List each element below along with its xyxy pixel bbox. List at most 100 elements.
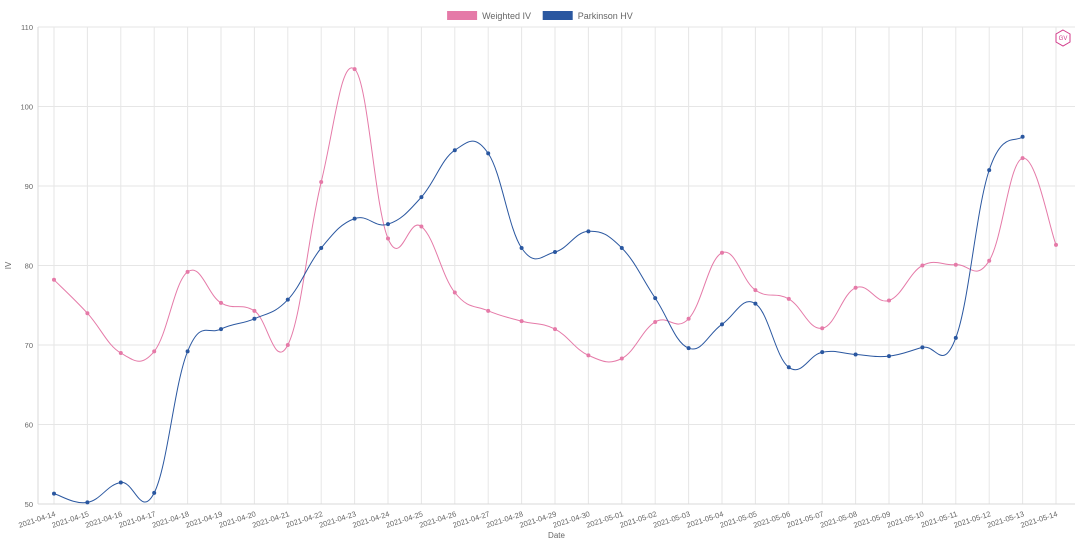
data-point[interactable] <box>987 168 992 173</box>
x-tick-label: 2021-05-06 <box>752 509 791 529</box>
x-tick-label: 2021-04-23 <box>318 509 357 529</box>
series-line-parkinson-hv <box>53 136 1023 504</box>
x-tick-label: 2021-04-27 <box>452 509 491 529</box>
data-point[interactable] <box>452 290 457 295</box>
x-tick-label: 2021-05-09 <box>852 509 891 529</box>
x-tick-label: 2021-04-21 <box>251 509 290 529</box>
data-point[interactable] <box>285 297 290 302</box>
data-point[interactable] <box>185 349 190 354</box>
x-tick-label: 2021-04-19 <box>184 509 223 529</box>
data-point[interactable] <box>252 308 257 313</box>
data-point[interactable] <box>185 269 190 274</box>
x-tick-label: 2021-04-28 <box>485 509 524 529</box>
data-point[interactable] <box>118 480 123 485</box>
data-point[interactable] <box>820 350 825 355</box>
data-point[interactable] <box>619 246 624 251</box>
legend-swatch <box>447 11 478 20</box>
data-point[interactable] <box>786 296 791 301</box>
data-point[interactable] <box>352 67 357 72</box>
data-point[interactable] <box>887 298 891 303</box>
data-point[interactable] <box>853 285 858 290</box>
x-tick-label: 2021-04-26 <box>418 509 457 529</box>
data-point[interactable] <box>720 322 724 327</box>
logo: GV <box>1055 29 1071 47</box>
data-point[interactable] <box>920 263 925 268</box>
data-point[interactable] <box>152 490 157 495</box>
legend-swatch <box>542 11 573 20</box>
legend[interactable]: Weighted IV Parkinson HV <box>447 11 633 21</box>
x-tick-label: 2021-04-20 <box>218 509 257 529</box>
x-tick-label: 2021-04-25 <box>385 509 424 529</box>
data-point[interactable] <box>386 236 390 241</box>
data-point[interactable] <box>52 277 56 282</box>
x-tick-label: 2021-04-14 <box>17 509 56 529</box>
data-point[interactable] <box>486 308 491 313</box>
x-tick-label: 2021-04-22 <box>285 509 324 529</box>
data-point[interactable] <box>519 319 524 324</box>
data-point[interactable] <box>519 246 524 251</box>
data-point[interactable] <box>753 288 758 293</box>
data-point[interactable] <box>1020 156 1025 161</box>
y-tick-label: 50 <box>25 500 33 509</box>
y-tick-label: 60 <box>25 421 33 430</box>
data-point[interactable] <box>720 250 724 255</box>
x-tick-label: 2021-04-18 <box>151 509 190 529</box>
data-point[interactable] <box>85 311 90 316</box>
hexagon-logo-icon <box>1055 29 1071 47</box>
data-point[interactable] <box>486 151 491 156</box>
data-point[interactable] <box>653 319 658 324</box>
data-point[interactable] <box>285 343 290 347</box>
data-point[interactable] <box>419 224 424 229</box>
grid <box>38 26 1075 505</box>
legend-item-weighted-iv[interactable]: Weighted IV <box>447 11 531 21</box>
x-tick-label: 2021-04-15 <box>51 509 90 529</box>
y-tick-label: 90 <box>25 182 33 191</box>
data-point[interactable] <box>853 352 858 357</box>
data-point[interactable] <box>386 222 390 227</box>
data-point[interactable] <box>953 262 958 267</box>
data-point[interactable] <box>586 353 591 358</box>
y-tick-label: 100 <box>20 103 33 112</box>
data-point[interactable] <box>753 301 758 306</box>
data-point[interactable] <box>887 354 891 359</box>
data-point[interactable] <box>52 491 56 496</box>
data-point[interactable] <box>319 246 324 251</box>
data-point[interactable] <box>85 500 90 505</box>
data-point[interactable] <box>352 216 357 221</box>
legend-item-parkinson-hv[interactable]: Parkinson HV <box>542 11 633 21</box>
x-tick-label: 2021-05-14 <box>1019 509 1058 529</box>
data-point[interactable] <box>953 335 958 340</box>
y-axis-title: IV <box>4 261 13 269</box>
data-point[interactable] <box>686 346 691 351</box>
data-point[interactable] <box>553 327 557 332</box>
data-point[interactable] <box>419 195 424 200</box>
data-point[interactable] <box>1020 134 1025 139</box>
y-tick-label: 110 <box>21 23 33 32</box>
data-point[interactable] <box>586 229 591 234</box>
data-point[interactable] <box>152 349 157 354</box>
data-point[interactable] <box>219 300 223 305</box>
data-point[interactable] <box>653 296 658 301</box>
data-point[interactable] <box>987 258 992 263</box>
series-points <box>52 67 1058 505</box>
data-point[interactable] <box>786 365 791 370</box>
x-tick-label: 2021-04-29 <box>518 509 557 529</box>
x-tick-label: 2021-04-17 <box>118 509 157 529</box>
data-point[interactable] <box>553 249 557 254</box>
x-tick-label: 2021-05-13 <box>986 509 1025 529</box>
legend-label: Parkinson HV <box>578 11 633 21</box>
data-point[interactable] <box>219 327 223 332</box>
data-point[interactable] <box>319 180 324 185</box>
data-point[interactable] <box>1054 242 1058 247</box>
data-point[interactable] <box>820 326 825 331</box>
logo-text: GV <box>1059 36 1068 42</box>
data-point[interactable] <box>252 316 257 321</box>
data-point[interactable] <box>619 356 624 361</box>
y-tick-label: 70 <box>25 341 33 350</box>
data-point[interactable] <box>118 350 123 355</box>
data-point[interactable] <box>686 316 691 321</box>
data-point[interactable] <box>920 345 925 350</box>
data-point[interactable] <box>452 148 457 153</box>
